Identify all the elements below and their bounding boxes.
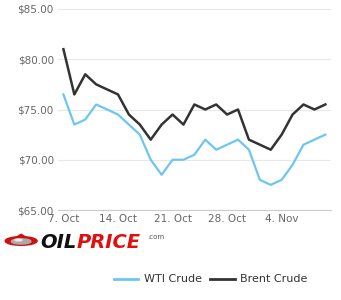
Polygon shape — [11, 239, 31, 244]
Text: PRICE: PRICE — [76, 233, 140, 252]
Polygon shape — [15, 239, 22, 241]
Polygon shape — [5, 237, 37, 245]
Text: OIL: OIL — [41, 233, 77, 252]
Polygon shape — [14, 234, 28, 239]
Text: .com: .com — [147, 234, 164, 240]
Legend: WTI Crude, Brent Crude: WTI Crude, Brent Crude — [109, 270, 312, 289]
